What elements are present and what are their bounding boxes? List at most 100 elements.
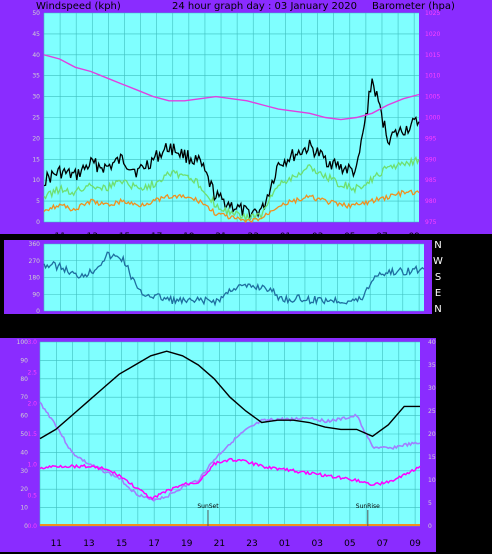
wind-x-tick-label: 19 (183, 232, 195, 242)
humidity-tick-label: 70 (20, 394, 28, 401)
x-tick-labels: 11 11 13 13 15 15 17 17 19 19 21 21 23 23 01 01 03 03 05 05… (51, 232, 422, 549)
humidity-tick-label: 10 (20, 505, 28, 512)
temperature-axis-title: Temperature (°C) (311, 322, 398, 333)
temperature-x-tick-label: 11 (51, 539, 62, 549)
barometer-tick-label: 995 (425, 135, 437, 142)
humidity-tick-label: 90 (20, 357, 28, 364)
humidity-tick-label: 50 (20, 431, 28, 438)
humidity-axis-title: Humidity (%) (66, 322, 132, 333)
temperature-tick-label: 30 (428, 385, 436, 392)
barometer-tick-label: 1015 (425, 52, 440, 59)
direction-label: N (434, 304, 441, 315)
temperature-series (39, 350, 421, 526)
windspeed-tick-label: 45 (32, 31, 40, 38)
windspeed-tick-label: 50 (32, 10, 40, 17)
barometer-axis-title: Barometer (hpa) (372, 1, 455, 12)
barometer-tick-label: 1010 (425, 73, 440, 80)
temperature-x-tick-label: 23 (246, 539, 257, 549)
temperature-x-tick-label: 17 (148, 539, 159, 549)
wind-x-tick-label: 09 (408, 232, 420, 242)
graph-title: 24 hour graph day : 03 January 2020 (172, 1, 357, 12)
temperature-tick-label: 15 (428, 454, 436, 461)
temperature-tick-label: 25 (428, 408, 436, 415)
wind-direction-series (43, 251, 425, 307)
y-tick-labels: 0510152025303540455097598098599099510001… (17, 10, 441, 530)
windspeed-tick-label: 25 (32, 115, 40, 122)
wind-x-tick-label: 13 (87, 232, 98, 242)
windspeed-axis-title: Windspeed (kph) (36, 1, 121, 12)
windspeed-tick-label: 15 (32, 156, 40, 163)
annotation-label: SunRise (356, 503, 380, 510)
direction-label: E (435, 288, 441, 299)
wind-x-tick-label: 17 (151, 232, 162, 242)
humidity-tick-label: 80 (20, 376, 28, 383)
barometer-tick-label: 1005 (425, 94, 440, 101)
humidity-tick-label: 100 (17, 339, 29, 346)
humidity-tick-label: 40 (20, 449, 28, 456)
wind-x-tick-label: 21 (215, 232, 226, 242)
windspeed-tick-label: 10 (32, 177, 40, 184)
wind-x-tick-label: 11 (54, 232, 65, 242)
direction-tick-label: 360 (29, 241, 41, 248)
rainfall-tick-label: 1.0 (27, 462, 37, 469)
temperature-x-tick-label: 03 (312, 539, 323, 549)
temperature-tick-label: 0 (428, 523, 432, 530)
rainfall-tick-label: 0.0 (27, 523, 37, 530)
wind-x-tick-label: 03 (312, 232, 323, 242)
wind-series (43, 54, 420, 224)
windspeed-tick-label: 30 (32, 94, 40, 101)
direction-label: N (434, 240, 441, 251)
direction-tick-label: 0 (36, 308, 40, 315)
windspeed-tick-label: 20 (32, 135, 40, 142)
direction-label: W (433, 256, 443, 267)
barometer-tick-label: 1025 (425, 10, 440, 17)
rainfall-tick-label: 0.5 (27, 492, 37, 499)
barometer-tick-label: 980 (425, 198, 437, 205)
temperature-series (39, 350, 420, 440)
windspeed-tick-label: 0 (36, 219, 40, 226)
barometer-tick-label: 1000 (425, 115, 440, 122)
barometer-tick-label: 1020 (425, 31, 440, 38)
windspeed-tick-label: 35 (32, 73, 40, 80)
dewpoint-series (39, 457, 421, 501)
temperature-tick-label: 40 (428, 339, 436, 346)
annotations: SunSet SunRise (197, 503, 380, 526)
temperature-tick-label: 5 (428, 500, 432, 507)
annotation-label: SunSet (197, 503, 219, 510)
rainfall-tick-label: 2.5 (27, 370, 37, 377)
temperature-x-tick-label: 09 (409, 539, 421, 549)
direction-tick-label: 270 (29, 258, 41, 265)
temperature-x-tick-label: 19 (181, 539, 193, 549)
direction-tick-label: 90 (32, 291, 40, 298)
wind-x-tick-label: 07 (376, 232, 387, 242)
direction-series (43, 251, 425, 307)
direction-label: S (435, 272, 441, 283)
temperature-x-tick-label: 13 (83, 539, 94, 549)
humidity-series (39, 401, 421, 502)
humidity-tick-label: 20 (20, 486, 28, 493)
temperature-tick-label: 35 (428, 362, 436, 369)
dewpoint-axis-title: Dew Point (°C) (395, 322, 468, 333)
wind-series-wind-average (43, 189, 420, 224)
wind-x-tick-label: 23 (248, 232, 259, 242)
rainfall-axis-title: Rainfall (mm) (1, 322, 69, 333)
barometer-tick-label: 975 (425, 219, 437, 226)
direction-grid (43, 243, 424, 312)
temperature-tick-label: 20 (428, 431, 436, 438)
wind-series-wind-gust (43, 78, 420, 220)
humidity-tick-label: 30 (20, 468, 28, 475)
windspeed-tick-label: 40 (32, 52, 40, 59)
temperature-x-tick-label: 07 (377, 539, 388, 549)
rainfall-tick-label: 3.0 (27, 339, 37, 346)
temperature-x-tick-label: 15 (116, 539, 127, 549)
barometer-tick-label: 985 (425, 177, 437, 184)
temperature-x-tick-label: 05 (344, 539, 355, 549)
humidity-tick-label: 60 (20, 413, 28, 420)
temperature-tick-label: 10 (428, 477, 436, 484)
barometer-series (43, 54, 420, 121)
rainfall-tick-label: 2.0 (27, 400, 37, 407)
temperature-x-tick-label: 01 (279, 539, 290, 549)
humidity-tick-label: 0 (24, 523, 28, 530)
